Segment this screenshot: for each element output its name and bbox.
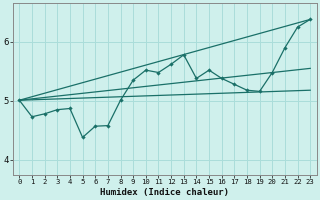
X-axis label: Humidex (Indice chaleur): Humidex (Indice chaleur) — [100, 188, 229, 197]
